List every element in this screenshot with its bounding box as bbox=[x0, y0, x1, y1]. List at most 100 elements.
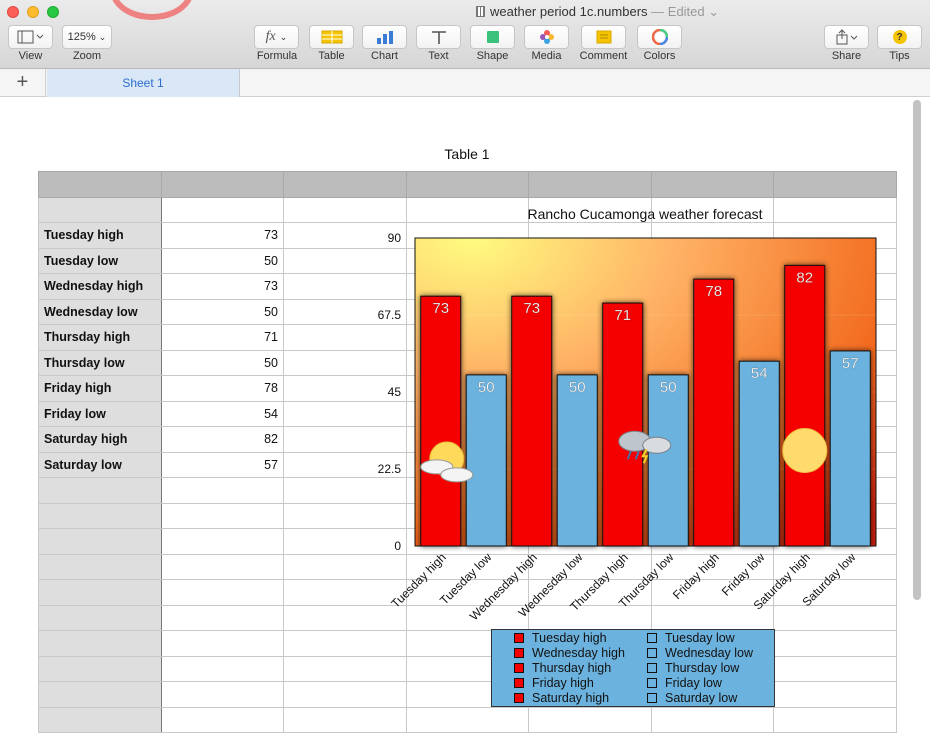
header-cell[interactable] bbox=[283, 171, 407, 198]
bar[interactable] bbox=[556, 374, 598, 547]
row-label-cell[interactable]: Saturday high bbox=[38, 426, 162, 453]
row-label-cell[interactable]: Friday high bbox=[38, 375, 162, 402]
row-label-cell[interactable] bbox=[38, 196, 162, 223]
table-cell[interactable] bbox=[161, 681, 284, 708]
table-cell[interactable] bbox=[528, 706, 652, 733]
table-cell[interactable] bbox=[161, 502, 284, 529]
table-cell[interactable] bbox=[528, 579, 652, 606]
bar[interactable] bbox=[647, 374, 689, 547]
table-cell[interactable] bbox=[406, 196, 529, 223]
table-cell[interactable] bbox=[651, 579, 774, 606]
table-cell[interactable]: 54 bbox=[161, 400, 284, 427]
bar[interactable] bbox=[511, 295, 553, 547]
bar[interactable] bbox=[602, 302, 644, 547]
row-label-cell[interactable] bbox=[38, 477, 162, 504]
row-label-cell[interactable] bbox=[38, 604, 162, 631]
vertical-scrollbar[interactable] bbox=[913, 100, 921, 600]
view-button[interactable] bbox=[8, 25, 53, 49]
row-label-cell[interactable] bbox=[38, 528, 162, 555]
legend-item[interactable]: Thursday low bbox=[647, 661, 739, 675]
table-cell[interactable] bbox=[773, 706, 897, 733]
maximize-window-button[interactable] bbox=[47, 6, 59, 18]
legend-item[interactable]: Saturday high bbox=[514, 691, 609, 705]
legend-item[interactable]: Friday high bbox=[514, 676, 594, 690]
bar[interactable] bbox=[420, 295, 462, 547]
table-cell[interactable]: 82 bbox=[161, 426, 284, 453]
table-cell[interactable] bbox=[773, 579, 897, 606]
header-cell[interactable] bbox=[528, 171, 652, 198]
table-cell[interactable] bbox=[161, 196, 284, 223]
table-cell[interactable] bbox=[283, 655, 407, 682]
row-label-cell[interactable] bbox=[38, 681, 162, 708]
legend-item[interactable]: Wednesday high bbox=[514, 646, 625, 660]
legend-item[interactable]: Tuesday low bbox=[647, 631, 735, 645]
row-label-cell[interactable]: Tuesday high bbox=[38, 222, 162, 249]
table-cell[interactable]: 50 bbox=[161, 349, 284, 376]
table-cell[interactable]: 73 bbox=[161, 222, 284, 249]
row-label-cell[interactable] bbox=[38, 706, 162, 733]
header-cell[interactable] bbox=[406, 171, 529, 198]
table-cell[interactable]: 57 bbox=[161, 451, 284, 478]
legend-item[interactable]: Thursday high bbox=[514, 661, 611, 675]
table-button[interactable] bbox=[309, 25, 354, 49]
table-cell[interactable] bbox=[161, 655, 284, 682]
row-label-cell[interactable]: Tuesday low bbox=[38, 247, 162, 274]
chart-legend[interactable]: Tuesday high Wednesday high Thursday high F… bbox=[491, 629, 775, 707]
legend-item[interactable]: Saturday low bbox=[647, 691, 737, 705]
table-cell[interactable] bbox=[773, 196, 897, 223]
table-cell[interactable] bbox=[773, 630, 897, 657]
row-label-cell[interactable]: Wednesday low bbox=[38, 298, 162, 325]
table-cell[interactable] bbox=[773, 681, 897, 708]
row-label-cell[interactable]: Thursday high bbox=[38, 324, 162, 351]
table-cell[interactable] bbox=[283, 426, 407, 453]
chart-title[interactable]: Rancho Cucamonga weather forecast bbox=[527, 206, 763, 222]
table-cell[interactable] bbox=[161, 630, 284, 657]
table-cell[interactable] bbox=[283, 196, 407, 223]
table-cell[interactable]: 50 bbox=[161, 298, 284, 325]
row-label-cell[interactable] bbox=[38, 579, 162, 606]
formula-button[interactable]: fx ⌄ bbox=[254, 25, 299, 49]
table-cell[interactable] bbox=[283, 553, 407, 580]
bar[interactable] bbox=[465, 374, 507, 547]
table-cell[interactable]: 71 bbox=[161, 324, 284, 351]
text-button[interactable] bbox=[416, 25, 461, 49]
legend-item[interactable]: Tuesday high bbox=[514, 631, 607, 645]
row-label-cell[interactable] bbox=[38, 655, 162, 682]
table-row[interactable] bbox=[38, 579, 897, 606]
colors-button[interactable] bbox=[637, 25, 682, 49]
bar[interactable] bbox=[784, 264, 826, 547]
table-cell[interactable] bbox=[161, 477, 284, 504]
row-label-cell[interactable] bbox=[38, 630, 162, 657]
table-cell[interactable] bbox=[651, 706, 774, 733]
bar[interactable] bbox=[693, 278, 735, 547]
row-label-cell[interactable]: Wednesday high bbox=[38, 273, 162, 300]
legend-item[interactable]: Wednesday low bbox=[647, 646, 753, 660]
document-title[interactable]: weather period 1c.numbers — Edited ⌄ bbox=[476, 4, 719, 20]
table-cell[interactable] bbox=[161, 553, 284, 580]
table-cell[interactable] bbox=[283, 298, 407, 325]
table-cell[interactable] bbox=[283, 222, 407, 249]
table-cell[interactable] bbox=[161, 604, 284, 631]
table-cell[interactable] bbox=[773, 655, 897, 682]
minimize-window-button[interactable] bbox=[27, 6, 39, 18]
shape-button[interactable] bbox=[470, 25, 515, 49]
table-cell[interactable] bbox=[161, 579, 284, 606]
table-cell[interactable] bbox=[528, 196, 652, 223]
table-cell[interactable] bbox=[406, 706, 529, 733]
add-sheet-button[interactable]: + bbox=[0, 69, 46, 96]
comment-button[interactable] bbox=[581, 25, 626, 49]
table-row[interactable] bbox=[38, 706, 897, 733]
table-cell[interactable] bbox=[161, 706, 284, 733]
share-button[interactable] bbox=[824, 25, 869, 49]
tab-sheet-1[interactable]: Sheet 1 bbox=[47, 69, 240, 97]
row-label-cell[interactable]: Thursday low bbox=[38, 349, 162, 376]
table-cell[interactable] bbox=[283, 630, 407, 657]
table-cell[interactable] bbox=[283, 375, 407, 402]
row-label-cell[interactable] bbox=[38, 553, 162, 580]
chart-button[interactable] bbox=[362, 25, 407, 49]
table-cell[interactable] bbox=[283, 681, 407, 708]
media-button[interactable] bbox=[524, 25, 569, 49]
table-cell[interactable]: 78 bbox=[161, 375, 284, 402]
table-title[interactable]: Table 1 bbox=[444, 146, 490, 162]
